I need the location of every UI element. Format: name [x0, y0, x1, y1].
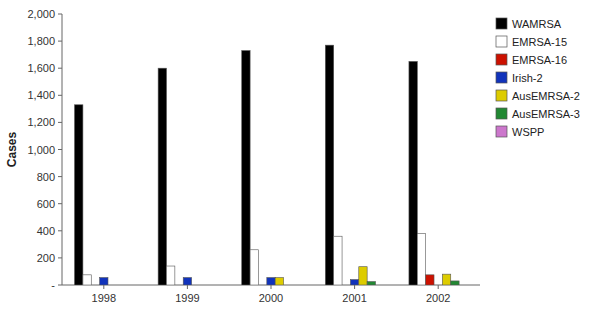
series	[100, 278, 359, 285]
bar	[183, 278, 191, 285]
x-axis: 1998 1999 2000 2001 2002	[62, 285, 480, 304]
legend-swatch	[496, 72, 507, 83]
y-tick	[58, 285, 62, 286]
y-tick-label: 1,400	[27, 89, 55, 101]
y-tick-label: 2,000	[27, 8, 55, 20]
x-tick-label: 1998	[92, 292, 116, 304]
bar	[167, 266, 175, 285]
x-tick	[271, 285, 272, 289]
y-tick-label: 1,200	[27, 116, 55, 128]
bar	[242, 51, 250, 285]
bar	[376, 285, 384, 286]
bar	[250, 250, 258, 285]
y-tick	[58, 230, 62, 231]
y-tick-label: 800	[37, 171, 55, 183]
bar	[100, 278, 108, 285]
bar	[342, 285, 350, 286]
series	[367, 281, 459, 285]
bar	[325, 45, 333, 285]
bar	[75, 105, 83, 285]
y-tick	[58, 203, 62, 204]
y-tick	[58, 122, 62, 123]
y-tick	[58, 41, 62, 42]
x-tick-label: 2002	[426, 292, 450, 304]
bar	[200, 285, 208, 286]
bar	[292, 285, 300, 286]
legend-label: Irish-2	[512, 72, 543, 84]
y-tick	[58, 257, 62, 258]
bar	[334, 236, 342, 285]
y-tick	[58, 14, 62, 15]
legend-label: EMRSA-15	[512, 36, 567, 48]
y-axis-line	[62, 14, 63, 285]
bar	[459, 285, 467, 286]
y-tick	[58, 149, 62, 150]
y-axis-label: Cases	[5, 132, 19, 168]
bar	[208, 285, 216, 286]
legend-swatch	[496, 54, 507, 65]
bar	[175, 285, 183, 286]
bar	[108, 285, 116, 286]
legend-label: AusEMRSA-2	[512, 90, 580, 102]
bar	[442, 274, 450, 285]
legend-swatch	[496, 36, 507, 47]
legend-label: WAMRSA	[512, 18, 562, 30]
bar	[258, 285, 266, 286]
bars	[75, 45, 460, 285]
legend: WAMRSA EMRSA-15 EMRSA-16 Irish-2 AusEMRSA-2 A…	[496, 18, 580, 138]
bar	[434, 285, 442, 286]
legend-swatch	[496, 108, 507, 119]
bar	[116, 285, 124, 286]
legend-swatch	[496, 90, 507, 101]
y-tick-label: 200	[37, 252, 55, 264]
series	[275, 267, 451, 285]
bar	[367, 282, 375, 285]
x-tick-label: 1999	[175, 292, 199, 304]
bar	[275, 278, 283, 285]
y-tick	[58, 68, 62, 69]
y-axis: - 200 400 600 800 1,000 1,200 1,400 1,600 1,800 2,…	[27, 8, 62, 291]
x-tick	[187, 285, 188, 289]
y-tick	[58, 176, 62, 177]
x-tick	[354, 285, 355, 289]
bar	[125, 285, 133, 286]
bar	[409, 61, 417, 285]
series	[83, 234, 426, 285]
y-tick-label: 400	[37, 225, 55, 237]
x-tick-label: 2001	[342, 292, 366, 304]
y-tick-label: 1,000	[27, 144, 55, 156]
bar	[91, 285, 99, 286]
x-tick	[438, 285, 439, 289]
y-tick	[58, 95, 62, 96]
y-tick-label: 1,800	[27, 35, 55, 47]
bar	[267, 278, 275, 285]
chart: - 200 400 600 800 1,000 1,200 1,400 1,600 1,800 2,…	[0, 0, 600, 317]
legend-swatch	[496, 18, 507, 29]
bar	[192, 285, 200, 286]
bar	[359, 267, 367, 285]
y-tick-label: -	[51, 279, 55, 291]
bar	[417, 234, 425, 285]
series	[426, 275, 434, 285]
legend-swatch	[496, 126, 507, 137]
y-tick-label: 600	[37, 198, 55, 210]
legend-label: AusEMRSA-3	[512, 108, 580, 120]
series	[75, 45, 418, 285]
bar	[83, 275, 91, 285]
x-tick	[103, 285, 104, 289]
bar	[426, 275, 434, 285]
legend-label: WSPP	[512, 126, 544, 138]
x-tick-label: 2000	[259, 292, 283, 304]
bar	[158, 68, 166, 285]
legend-label: EMRSA-16	[512, 54, 567, 66]
y-tick-label: 1,600	[27, 62, 55, 74]
bar	[451, 281, 459, 285]
bar	[350, 280, 358, 285]
bar	[284, 285, 292, 286]
